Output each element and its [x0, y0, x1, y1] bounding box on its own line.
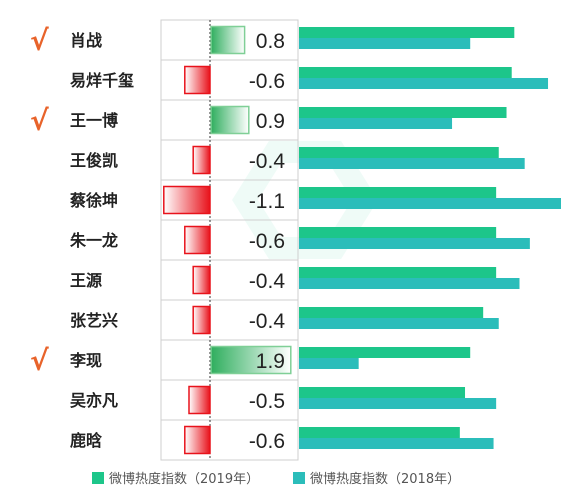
- data-row: 鹿晗 -0.6: [70, 425, 494, 455]
- category-label: 张艺兴: [70, 311, 118, 330]
- bar-2019: [299, 187, 497, 198]
- chart-rows: √ 肖战 0.8 易烊千玺 -0.6 √ 王一博 0.9 王俊凯 -0.4 蔡徐坤 -1.1 朱一龙 -0…: [30, 24, 561, 455]
- data-row: 王源 -0.4: [70, 265, 520, 295]
- legend-item: 微博热度指数（2019年）: [92, 471, 259, 487]
- change-bar-negative: [192, 305, 211, 335]
- bar-2018: [299, 398, 497, 409]
- change-bar-positive: [210, 345, 292, 375]
- legend-label: 微博热度指数（2018年）: [310, 471, 460, 487]
- change-bar-negative: [192, 145, 211, 175]
- data-row: √ 李现 1.9: [30, 344, 471, 377]
- change-bar-negative: [184, 425, 211, 455]
- change-value-label: 0.9: [256, 110, 285, 133]
- change-bar-positive: [210, 105, 250, 135]
- change-value-label: -0.6: [249, 70, 285, 93]
- category-label: 王源: [70, 271, 102, 290]
- bar-2018: [299, 238, 530, 249]
- change-bar-negative: [163, 185, 211, 215]
- data-row: 易烊千玺 -0.6: [70, 65, 549, 95]
- bar-2018: [299, 358, 359, 369]
- bar-2019: [299, 67, 512, 78]
- category-label: 王一博: [70, 111, 118, 130]
- bar-2018: [299, 78, 549, 89]
- category-label: 易烊千玺: [70, 71, 134, 90]
- bar-2019: [299, 147, 499, 158]
- change-value-label: -0.4: [249, 310, 286, 333]
- bar-2019: [299, 27, 515, 38]
- bar-2019: [299, 107, 507, 118]
- change-value-label: -0.5: [249, 390, 285, 413]
- data-row: 蔡徐坤 -1.1: [69, 185, 561, 215]
- legend-item: 微博热度指数（2018年）: [293, 471, 460, 487]
- bar-2018: [299, 38, 471, 49]
- check-mark: √: [30, 104, 49, 137]
- bar-2018: [299, 318, 499, 329]
- change-bar-negative: [184, 65, 211, 95]
- legend: 微博热度指数（2019年） 微博热度指数（2018年）: [92, 471, 460, 487]
- bar-2018: [299, 438, 494, 449]
- legend-swatch: [92, 472, 104, 484]
- change-bar-negative: [192, 265, 211, 295]
- bar-2019: [299, 427, 460, 438]
- change-value-label: -0.4: [249, 270, 286, 293]
- bar-2019: [299, 347, 471, 358]
- change-value-label: -0.6: [249, 230, 285, 253]
- change-value-label: -0.4: [249, 150, 286, 173]
- category-label: 鹿晗: [70, 431, 103, 450]
- check-mark: √: [30, 344, 49, 377]
- category-label: 朱一龙: [70, 231, 118, 250]
- category-label: 李现: [69, 351, 102, 370]
- legend-label: 微博热度指数（2019年）: [109, 471, 259, 487]
- table-border: [160, 19, 299, 461]
- data-row: 吴亦凡 -0.5: [70, 385, 497, 415]
- change-value-label: 0.8: [256, 30, 285, 53]
- data-row: √ 王一博 0.9: [30, 104, 507, 137]
- data-row: 朱一龙 -0.6: [70, 225, 530, 255]
- change-bar-negative: [184, 225, 211, 255]
- change-bar-negative: [188, 385, 211, 415]
- bar-2019: [299, 387, 466, 398]
- change-value-label: -1.1: [249, 190, 285, 213]
- data-row: 张艺兴 -0.4: [70, 305, 499, 335]
- data-row: 王俊凯 -0.4: [70, 145, 525, 175]
- category-label: 王俊凯: [70, 151, 118, 170]
- change-bar-positive: [210, 25, 246, 55]
- bar-2019: [299, 307, 484, 318]
- category-label: 吴亦凡: [70, 391, 118, 410]
- change-value-label: -0.6: [249, 430, 285, 453]
- category-label: 肖战: [70, 31, 102, 50]
- bar-2018: [299, 118, 453, 129]
- check-mark: √: [30, 24, 49, 57]
- bar-2018: [299, 278, 520, 289]
- bar-2018: [299, 158, 525, 169]
- bar-2018: [299, 198, 561, 209]
- change-value-label: 1.9: [256, 350, 285, 373]
- bar-2019: [299, 227, 497, 238]
- legend-swatch: [293, 472, 305, 484]
- bar-2019: [299, 267, 497, 278]
- category-label: 蔡徐坤: [69, 191, 118, 210]
- data-row: √ 肖战 0.8: [30, 24, 515, 57]
